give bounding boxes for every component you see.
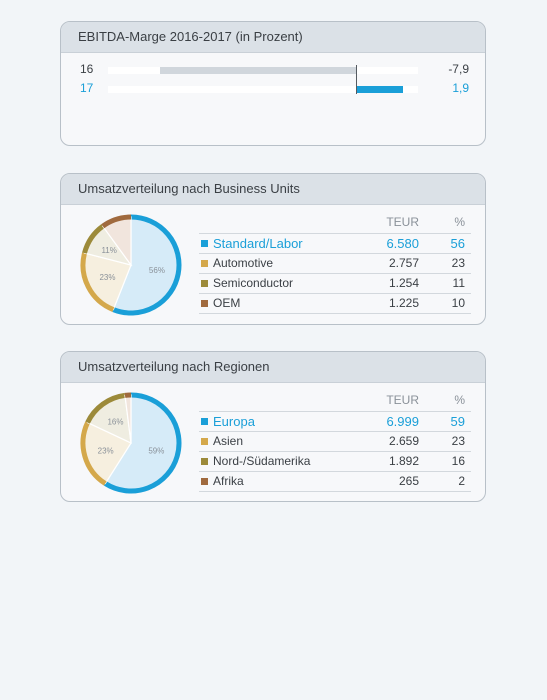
business-units-title: Umsatzverteilung nach Business Units: [61, 174, 485, 205]
row-label: OEM: [213, 296, 241, 310]
legend-swatch: [201, 300, 208, 307]
business-units-pie: 56% 23% 11%: [80, 214, 182, 316]
row-teur: 1.892: [388, 454, 419, 468]
business-units-card: Umsatzverteilung nach Business Units 56%…: [60, 173, 486, 325]
legend-swatch: [201, 458, 208, 465]
row-label: Asien: [213, 434, 244, 448]
legend-swatch: [201, 240, 208, 247]
table-header: TEUR %: [199, 393, 471, 411]
pie-slice-rim: [85, 392, 126, 424]
row-label: Nord-/Südamerika: [213, 454, 311, 468]
legend-swatch: [201, 260, 208, 267]
row-label: Afrika: [213, 474, 244, 488]
row-pct: 56: [450, 236, 465, 251]
row-pct: 16: [451, 454, 465, 468]
legend-swatch: [201, 438, 208, 445]
legend-swatch: [201, 418, 208, 425]
bar-value-label: 1,9: [452, 81, 469, 95]
table-header: TEUR %: [199, 215, 471, 233]
pie-slice-rim: [80, 252, 115, 312]
regions-card: Umsatzverteilung nach Regionen 59% 23% 16%…: [60, 351, 486, 502]
row-teur: 2.659: [388, 434, 419, 448]
row-teur: 2.757: [388, 256, 419, 270]
bar-category: 16: [80, 62, 94, 76]
table-row: Nord-/Südamerika 1.892 16: [199, 451, 471, 471]
table-row: Asien 2.659 23: [199, 431, 471, 451]
row-pct: 23: [451, 434, 465, 448]
pie-slice-rim: [82, 224, 105, 254]
bar-17: [356, 86, 404, 93]
bar-track: [108, 67, 418, 74]
pie-label: 56%: [149, 266, 165, 275]
pie-slice-rim: [103, 392, 182, 494]
row-pct: 10: [451, 296, 465, 310]
pie-slice-rim: [101, 214, 132, 229]
row-label: Europa: [213, 414, 255, 429]
row-label: Automotive: [213, 256, 274, 270]
row-pct: 2: [458, 474, 465, 488]
row-pct: 11: [452, 276, 465, 290]
table-row: OEM 1.225 10: [199, 293, 471, 314]
zero-line: [356, 65, 357, 94]
regions-title: Umsatzverteilung nach Regionen: [61, 352, 485, 383]
bar-16: [160, 67, 356, 74]
row-teur: 1.225: [388, 296, 419, 310]
pie-slice-rim: [80, 421, 107, 486]
business-units-table: TEUR % Standard/Labor 6.580 56 Automotiv…: [199, 215, 471, 314]
regions-pie: 59% 23% 16%: [80, 392, 182, 494]
bar-value-label: -7,9: [448, 62, 469, 76]
pie-label: 23%: [99, 273, 115, 282]
table-row: Europa 6.999 59: [199, 411, 471, 431]
ebitda-title: EBITDA-Marge 2016-2017 (in Prozent): [61, 22, 485, 53]
bar-row-17: 17 1,9: [61, 80, 485, 98]
col-teur: TEUR: [386, 215, 419, 229]
row-pct: 59: [450, 414, 465, 429]
pie-label: 59%: [148, 446, 164, 455]
bar-track: [108, 86, 418, 93]
row-teur: 6.999: [386, 414, 419, 429]
table-row: Automotive 2.757 23: [199, 253, 471, 273]
pie-label: 11%: [101, 246, 116, 255]
legend-swatch: [201, 478, 208, 485]
col-teur: TEUR: [386, 393, 419, 407]
pie-label: 16%: [107, 418, 123, 427]
table-row: Semiconductor 1.254 11: [199, 273, 471, 293]
row-teur: 265: [398, 474, 419, 488]
table-row: Standard/Labor 6.580 56: [199, 233, 471, 253]
bar-row-16: 16 -7,9: [61, 61, 485, 79]
legend-swatch: [201, 280, 208, 287]
col-pct: %: [454, 215, 465, 229]
row-label: Semiconductor: [213, 276, 294, 290]
pie-label: 23%: [98, 446, 114, 455]
row-label: Standard/Labor: [213, 236, 303, 251]
bar-category: 17: [80, 81, 94, 95]
row-pct: 23: [451, 256, 465, 270]
pie-slice-rim: [112, 214, 182, 316]
row-teur: 6.580: [386, 236, 419, 251]
regions-table: TEUR % Europa 6.999 59 Asien 2.659 23 No…: [199, 393, 471, 492]
col-pct: %: [454, 393, 465, 407]
table-row: Afrika 265 2: [199, 471, 471, 492]
ebitda-card: EBITDA-Marge 2016-2017 (in Prozent) 16 -…: [60, 21, 486, 146]
row-teur: 1.254: [388, 276, 419, 290]
